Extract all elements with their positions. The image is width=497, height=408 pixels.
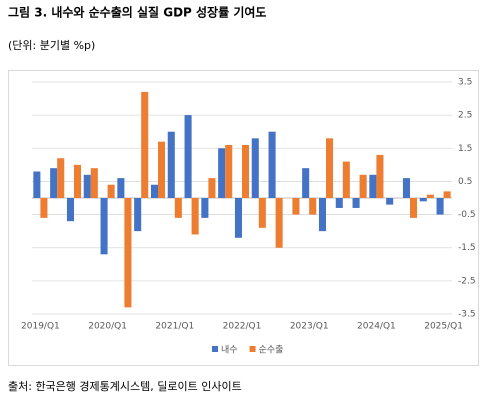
figure-title: 그림 3. 내수와 순수출의 실질 GDP 성장률 기여도 bbox=[8, 5, 266, 20]
bar bbox=[150, 184, 158, 198]
bar bbox=[66, 198, 74, 222]
x-tick-label: 2025/Q1 bbox=[424, 322, 463, 332]
bar bbox=[218, 148, 226, 198]
bar bbox=[158, 141, 166, 198]
y-tick-label: 1.5 bbox=[458, 144, 472, 154]
bar bbox=[309, 198, 317, 215]
bar bbox=[359, 174, 367, 198]
bar bbox=[436, 198, 444, 215]
bar bbox=[201, 198, 209, 218]
bar bbox=[426, 194, 434, 198]
bar bbox=[419, 198, 427, 202]
bar bbox=[191, 198, 199, 235]
bar bbox=[40, 198, 48, 218]
bar bbox=[369, 174, 377, 198]
y-tick-label: -3.5 bbox=[458, 310, 476, 320]
bar bbox=[225, 144, 233, 198]
legend-swatch bbox=[212, 346, 218, 352]
x-tick-label: 2019/Q1 bbox=[21, 322, 60, 332]
bar bbox=[275, 198, 283, 248]
bar bbox=[100, 198, 108, 255]
bar bbox=[134, 198, 142, 232]
legend-label: 순수출 bbox=[259, 345, 284, 356]
bar bbox=[352, 198, 360, 208]
bar bbox=[167, 131, 175, 198]
bar bbox=[258, 198, 266, 228]
figure-unit: (단위: 분기별 %p) bbox=[8, 39, 95, 52]
bar bbox=[376, 154, 384, 198]
x-tick-label: 2020/Q1 bbox=[88, 322, 127, 332]
y-tick-label: 2.5 bbox=[458, 111, 472, 121]
bar bbox=[302, 168, 310, 198]
bar bbox=[184, 115, 192, 198]
bar bbox=[335, 198, 343, 208]
bar bbox=[174, 198, 182, 218]
x-tick-label: 2021/Q1 bbox=[155, 322, 194, 332]
x-tick-label: 2024/Q1 bbox=[357, 322, 396, 332]
x-tick-label: 2023/Q1 bbox=[290, 322, 329, 332]
bar bbox=[83, 174, 91, 198]
bar bbox=[410, 198, 418, 218]
bar bbox=[268, 131, 276, 198]
y-tick-label: -2.5 bbox=[458, 276, 476, 286]
bar bbox=[141, 91, 149, 198]
bar bbox=[402, 178, 410, 198]
bar bbox=[117, 178, 125, 198]
bar bbox=[208, 178, 216, 198]
bar bbox=[318, 198, 326, 232]
bar bbox=[292, 198, 300, 215]
y-tick-label: -0.5 bbox=[458, 210, 476, 220]
source-note: 출처: 한국은행 경제통계시스템, 딜로이트 인사이트 bbox=[8, 380, 242, 393]
y-tick-label: 0.5 bbox=[458, 177, 472, 187]
bar bbox=[107, 184, 115, 198]
bar bbox=[443, 191, 451, 198]
bar bbox=[124, 198, 132, 308]
bar bbox=[57, 158, 65, 198]
legend-swatch bbox=[249, 346, 256, 352]
bar bbox=[242, 144, 250, 198]
bar bbox=[90, 168, 98, 198]
x-tick-label: 2022/Q1 bbox=[223, 322, 262, 332]
bar bbox=[386, 198, 394, 205]
bar bbox=[234, 198, 242, 238]
y-tick-label: 3.5 bbox=[458, 78, 472, 88]
bar bbox=[74, 164, 82, 198]
y-tick-label: -1.5 bbox=[458, 243, 476, 253]
bar bbox=[342, 161, 350, 198]
bar bbox=[326, 138, 334, 198]
bar bbox=[50, 168, 58, 198]
legend-label: 내수 bbox=[221, 345, 238, 356]
bar bbox=[251, 138, 259, 198]
chart-frame bbox=[8, 70, 479, 366]
bar bbox=[33, 171, 41, 198]
